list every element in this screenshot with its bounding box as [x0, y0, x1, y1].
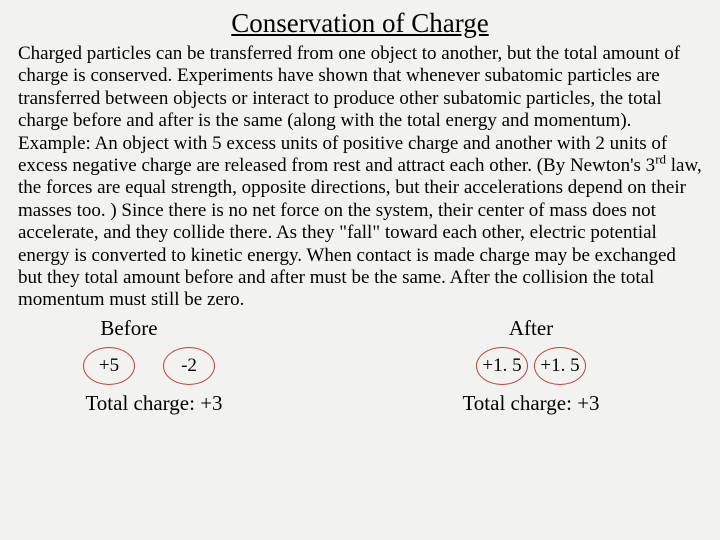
body-paragraph: Charged particles can be transferred fro… — [18, 43, 702, 312]
before-total: Total charge: +3 — [0, 391, 360, 416]
after-section: After +1. 5 +1. 5 Total charge: +3 — [360, 316, 702, 416]
charge-diagram: Before +5 -2 Total charge: +3 After +1. … — [18, 316, 702, 416]
page-title: Conservation of Charge — [18, 8, 702, 39]
before-ball-2: -2 — [163, 347, 215, 385]
after-label: After — [360, 316, 702, 341]
before-balls: +5 -2 — [0, 347, 360, 385]
before-section: Before +5 -2 Total charge: +3 — [18, 316, 360, 416]
after-ball-1: +1. 5 — [476, 347, 528, 385]
before-ball-1: +5 — [83, 347, 135, 385]
after-total: Total charge: +3 — [360, 391, 702, 416]
after-balls: +1. 5 +1. 5 — [360, 347, 702, 385]
before-label: Before — [0, 316, 360, 341]
after-ball-2: +1. 5 — [534, 347, 586, 385]
